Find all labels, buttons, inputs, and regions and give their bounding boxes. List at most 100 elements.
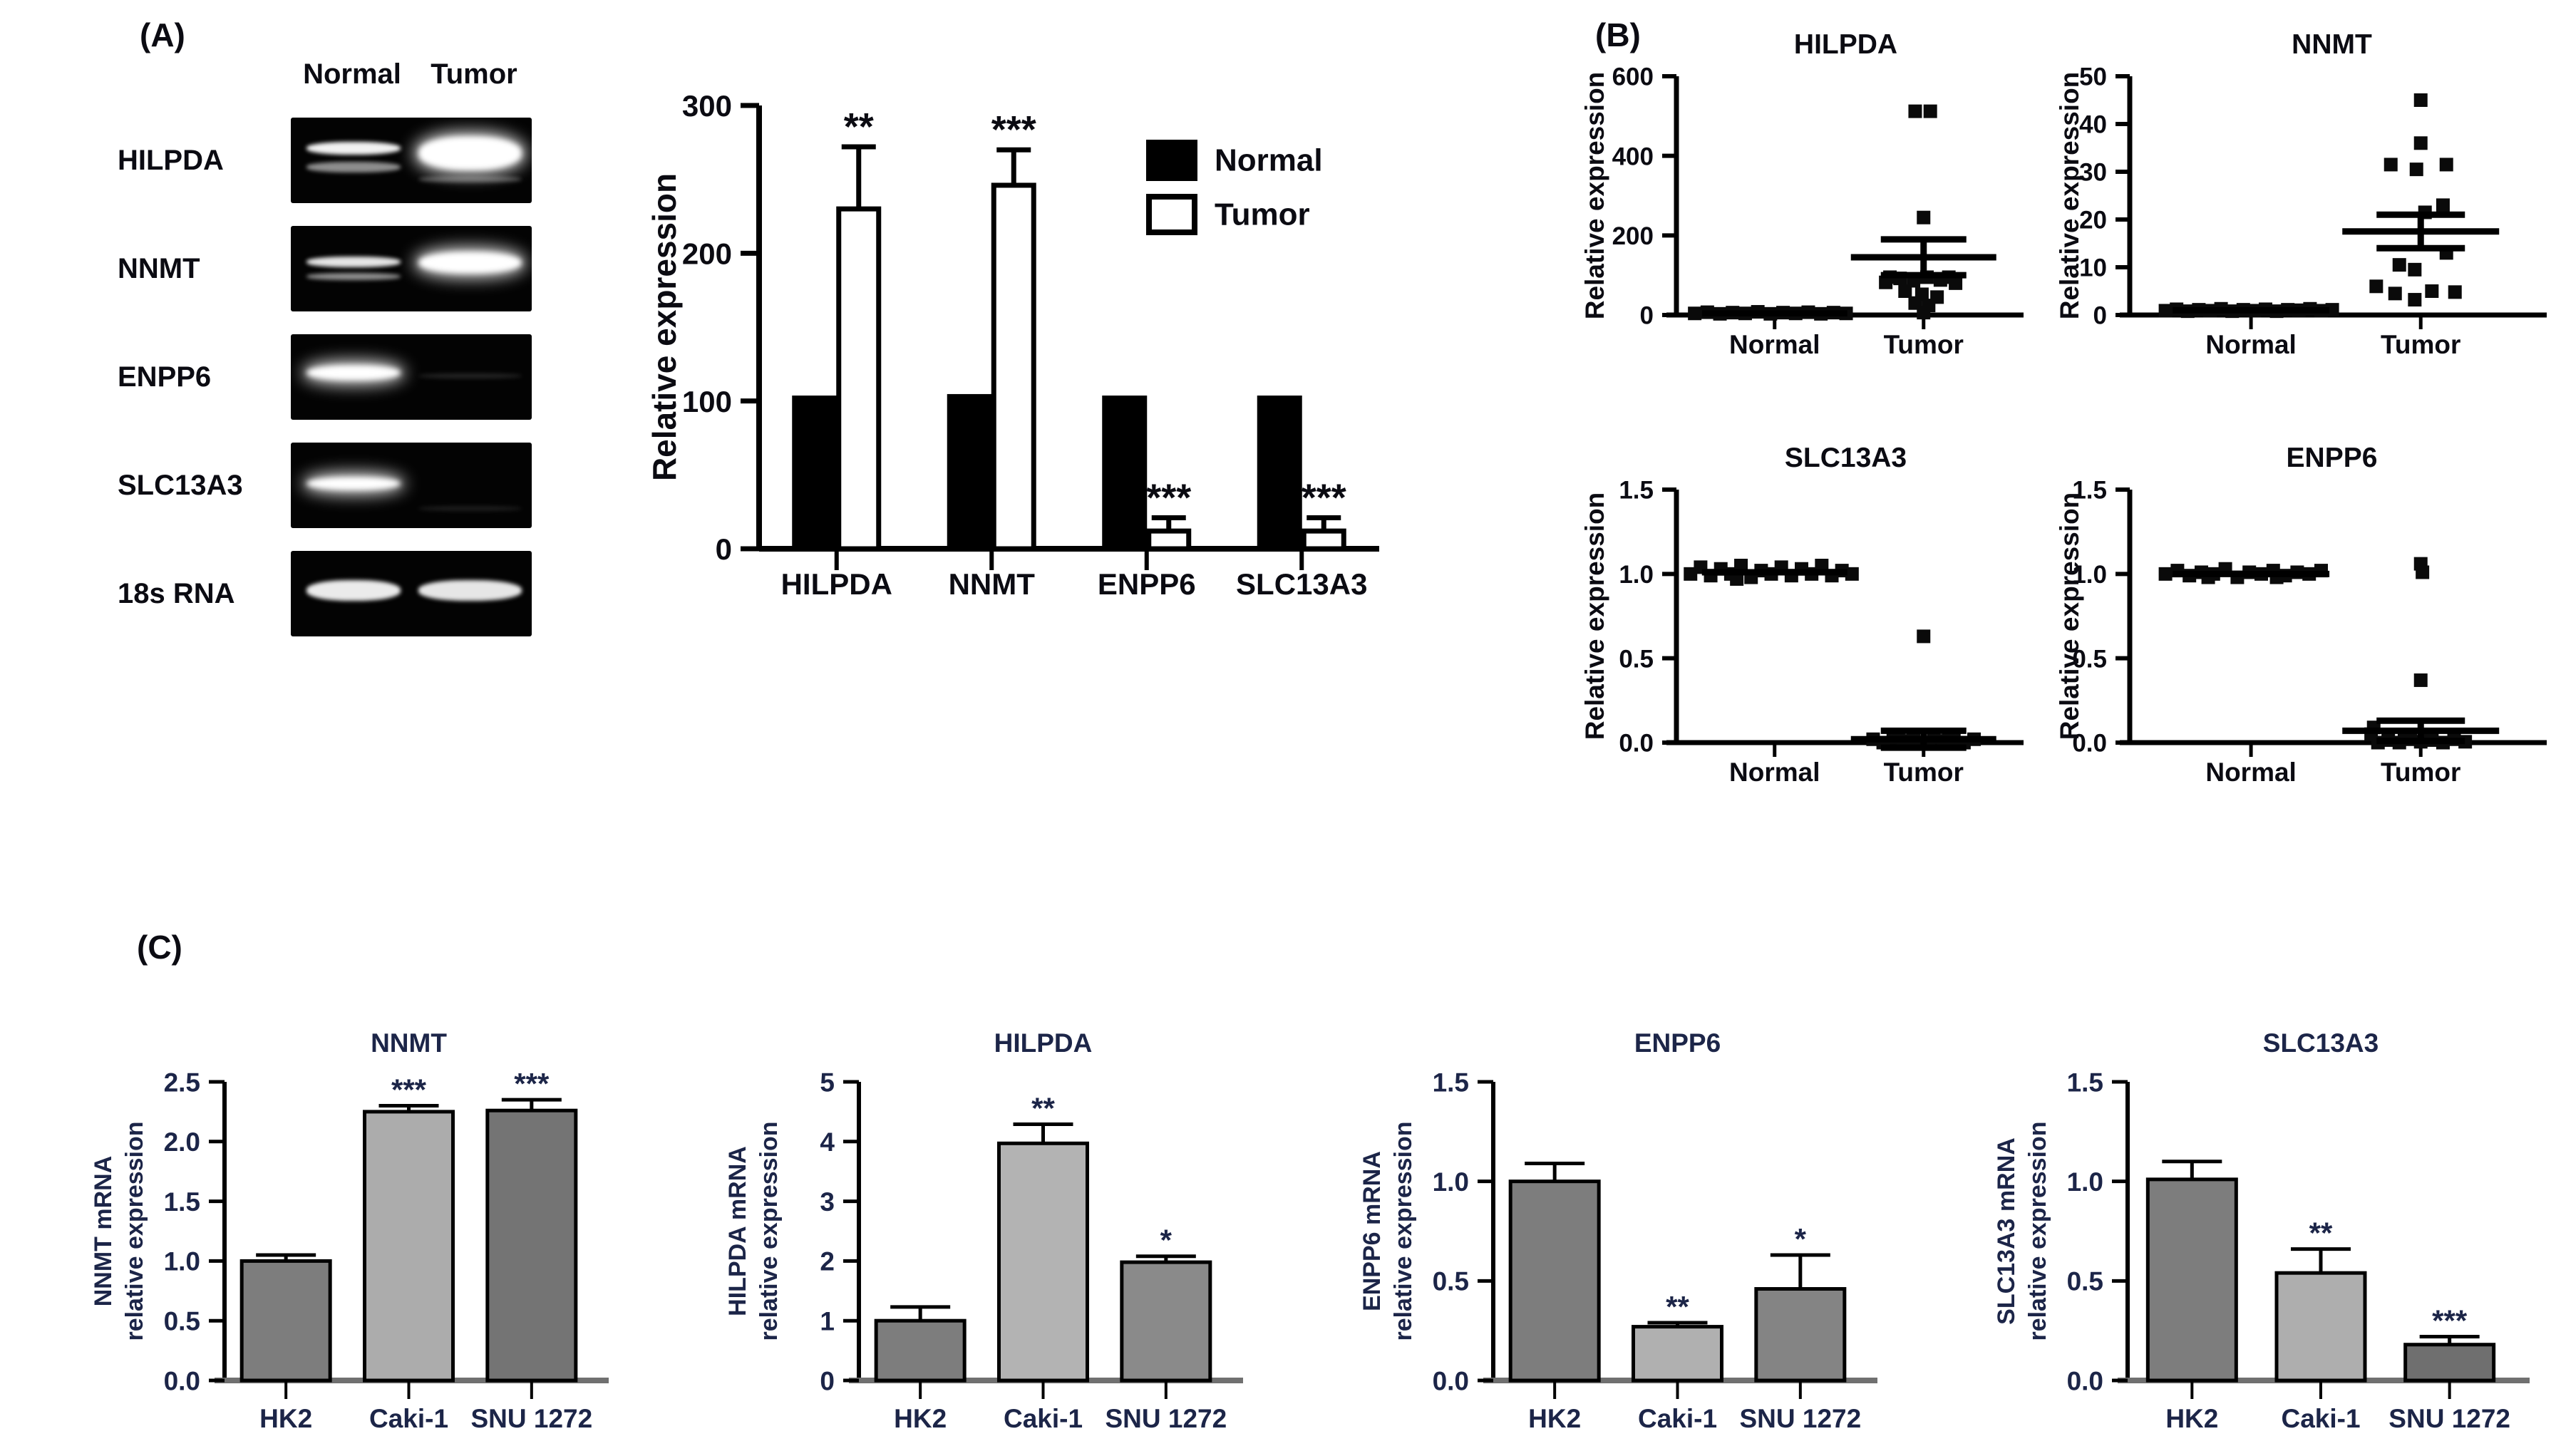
bar-snu-1272 bbox=[1120, 1260, 1212, 1383]
y-tick-label: 0.5 bbox=[2067, 1267, 2103, 1296]
legend-label: Tumor bbox=[1215, 197, 1310, 232]
gel-lane-header-tumor: Tumor bbox=[431, 58, 517, 90]
y-axis-label: relative expression bbox=[2024, 1121, 2051, 1341]
y-tick-label: 0 bbox=[2093, 302, 2107, 330]
y-tick-label: 1.5 bbox=[164, 1187, 200, 1217]
significance-label: *** bbox=[514, 1067, 550, 1100]
category-label: Tumor bbox=[2381, 330, 2460, 359]
chart-title: ENPP6 bbox=[1634, 1028, 1721, 1058]
c-slc13a3-svg: SLC13A3 SLC13A3 mRNA relative expression 0.… bbox=[1993, 1028, 2530, 1433]
category-label: ENPP6 bbox=[1098, 567, 1196, 601]
y-tick-label: 1.5 bbox=[2072, 477, 2107, 505]
gel-image-enpp6 bbox=[291, 334, 532, 420]
panel-b-enpp6-scatter-chart: ENPP6 Relative expression 0.0 0.5 1.0 1.5 Norm… bbox=[2053, 438, 2551, 798]
y-tick-label: 0 bbox=[820, 1366, 835, 1395]
scatter-point bbox=[2409, 162, 2423, 177]
y-tick-label: 5 bbox=[820, 1068, 835, 1097]
bar-caki-1 bbox=[1632, 1325, 1723, 1383]
bar-hilpda bbox=[792, 396, 838, 552]
gel-row-label-18s-rna: 18s RNA bbox=[118, 577, 235, 609]
y-tick-label: 50 bbox=[2079, 63, 2107, 91]
bar-enpp6 bbox=[1146, 528, 1192, 552]
panel-c-slc13a3-bar-chart: SLC13A3 SLC13A3 mRNA relative expression 0.… bbox=[1974, 1019, 2534, 1450]
scatter-point bbox=[1688, 306, 1702, 321]
category-label: HK2 bbox=[259, 1404, 312, 1433]
y-tick-label: 0.5 bbox=[164, 1307, 200, 1336]
significance-label: ** bbox=[1031, 1091, 1055, 1125]
scatter-point bbox=[2416, 565, 2430, 579]
y-tick-label: 400 bbox=[1612, 143, 1654, 170]
category-label: Caki-1 bbox=[369, 1404, 448, 1433]
y-axis-label: relative expression bbox=[121, 1121, 148, 1341]
gel-band-normal bbox=[306, 257, 401, 267]
panel-b-hilpda-scatter-chart: HILPDA Relative expression 0 200 400 600 Norma… bbox=[1575, 25, 2028, 371]
scatter-point bbox=[2392, 258, 2406, 272]
significance-label: *** bbox=[391, 1073, 427, 1107]
gel-image-slc13a3 bbox=[291, 443, 532, 528]
category-label: Normal bbox=[2205, 330, 2296, 359]
panel-c-hilpda-bar-chart: HILPDA HILPDA mRNA relative expression 0 1 2 3… bbox=[706, 1019, 1247, 1450]
scatter-point bbox=[1730, 572, 1744, 586]
scatter-point bbox=[1923, 104, 1937, 118]
scatter-point bbox=[1917, 629, 1931, 644]
y-tick-label: 0 bbox=[1640, 302, 1654, 330]
y-axis-label: SLC13A3 mRNA bbox=[1993, 1137, 2020, 1325]
panel-c-enpp6-bar-chart: ENPP6 ENPP6 mRNA relative expression 0.0 0.5… bbox=[1340, 1019, 1882, 1450]
legend-swatch-normal bbox=[1146, 140, 1197, 181]
gel-band-normal bbox=[306, 162, 401, 172]
category-label: HK2 bbox=[894, 1404, 947, 1433]
b-nnmt-svg: NNMT Relative expression 0 10 20 30 40 50 Normal… bbox=[2055, 29, 2547, 359]
category-label: NNMT bbox=[949, 567, 1036, 601]
bar-hk2 bbox=[874, 1318, 967, 1383]
y-tick-label: 2 bbox=[820, 1247, 835, 1276]
significance-label: *** bbox=[1302, 476, 1346, 519]
significance-label: * bbox=[1160, 1224, 1173, 1257]
gel-row-label-slc13a3: SLC13A3 bbox=[118, 469, 243, 501]
gel-band-tumor bbox=[418, 579, 522, 601]
bar-enpp6 bbox=[1102, 396, 1148, 552]
y-axis-label: Relative expression bbox=[2055, 72, 2084, 320]
gel-image-nnmt bbox=[291, 226, 532, 311]
y-tick-label: 1.5 bbox=[1433, 1068, 1469, 1097]
chart-title: ENPP6 bbox=[2287, 443, 2378, 473]
scatter-point bbox=[1898, 284, 1912, 298]
c-enpp6-svg: ENPP6 ENPP6 mRNA relative expression 0.0 0.5… bbox=[1359, 1028, 1877, 1433]
y-tick-label: 100 bbox=[682, 385, 732, 418]
panel-b-label: (B) bbox=[1595, 16, 1641, 53]
bar-hk2 bbox=[1508, 1179, 1601, 1383]
panel-a-grouped-bar-chart: Relative expression 0 100 200 300 HILPDA ** NNM… bbox=[641, 64, 1390, 656]
y-tick-label: 1.0 bbox=[1433, 1167, 1469, 1197]
legend-label: Normal bbox=[1215, 143, 1323, 178]
scatter-point bbox=[1917, 210, 1931, 224]
y-tick-label: 0 bbox=[716, 532, 732, 566]
y-axis-label: Relative expression bbox=[1580, 72, 1609, 320]
bar-caki-1 bbox=[997, 1141, 1089, 1383]
y-axis-label: Relative expression bbox=[646, 173, 683, 481]
category-label: HK2 bbox=[1528, 1404, 1581, 1433]
scatter-point bbox=[1845, 567, 1859, 581]
category-label: HILPDA bbox=[781, 567, 892, 601]
bar-hk2 bbox=[239, 1259, 332, 1383]
gel-image-18s-rna bbox=[291, 551, 532, 636]
gel-band-tumor bbox=[418, 175, 522, 183]
scatter-point bbox=[2448, 285, 2462, 299]
gel-band-tumor bbox=[418, 505, 522, 511]
panel-c-label: (C) bbox=[137, 929, 182, 966]
y-axis-label: ENPP6 mRNA bbox=[1359, 1151, 1386, 1311]
y-tick-label: 0.5 bbox=[1433, 1267, 1469, 1296]
gel-band-normal bbox=[306, 477, 401, 491]
gel-lane-header-normal: Normal bbox=[303, 58, 401, 90]
chart-title: NNMT bbox=[2292, 29, 2372, 60]
gel-row-label-enpp6: ENPP6 bbox=[118, 361, 212, 393]
y-tick-label: 0.0 bbox=[164, 1366, 200, 1395]
bar-hk2 bbox=[2145, 1177, 2238, 1383]
significance-label: *** bbox=[2432, 1304, 2468, 1338]
gel-band-tumor bbox=[418, 252, 522, 274]
y-tick-label: 0.5 bbox=[1619, 645, 1654, 673]
category-label: SNU 1272 bbox=[470, 1404, 592, 1433]
c-hilpda-svg: HILPDA HILPDA mRNA relative expression 0 1 2 3… bbox=[724, 1028, 1243, 1433]
y-tick-label: 0.0 bbox=[1619, 730, 1654, 758]
gel-band-normal bbox=[306, 579, 401, 601]
y-tick-label: 10 bbox=[2079, 254, 2107, 282]
category-label: Tumor bbox=[1884, 758, 1964, 787]
